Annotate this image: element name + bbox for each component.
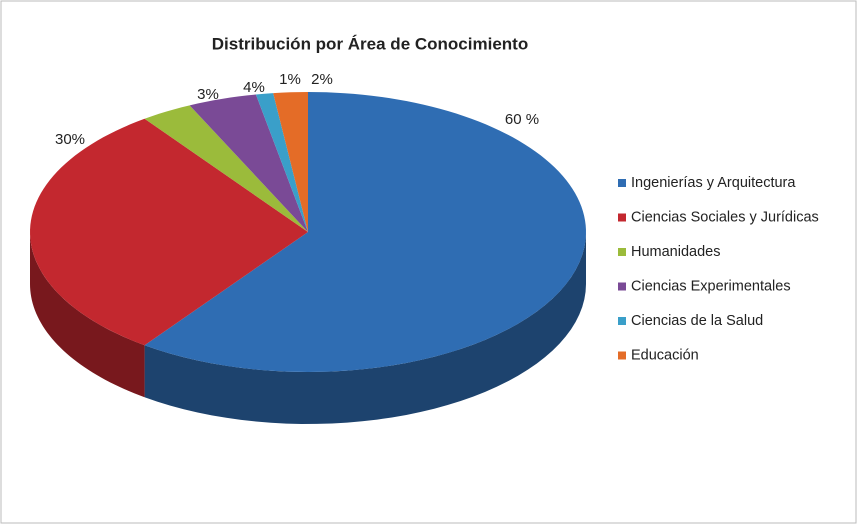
slice-top xyxy=(144,105,308,232)
legend-swatch xyxy=(618,213,626,222)
slice-top xyxy=(144,92,586,372)
slice xyxy=(273,92,308,232)
slice-top xyxy=(273,92,308,232)
legend-label: Educación xyxy=(631,347,699,363)
data-label: 2% xyxy=(311,71,333,88)
legend-label: Ciencias de la Salud xyxy=(631,313,763,329)
data-label: 4% xyxy=(243,79,265,96)
legend-label: Humanidades xyxy=(631,244,720,260)
legend-swatch xyxy=(618,248,626,256)
slice-side xyxy=(30,232,145,398)
legend-label: Ciencias Experimentales xyxy=(631,278,791,294)
legend-swatch xyxy=(618,317,626,325)
data-label: 1% xyxy=(279,71,301,88)
slice-top xyxy=(189,94,308,232)
chart-title: Distribución por Área de Conocimiento xyxy=(212,34,528,53)
slice xyxy=(255,93,308,232)
slice xyxy=(144,92,586,424)
data-label: 60 % xyxy=(505,111,539,128)
slice-top xyxy=(30,118,309,346)
slice-side xyxy=(144,232,586,424)
slice xyxy=(30,118,309,398)
slice xyxy=(144,105,308,232)
legend-swatch xyxy=(618,282,626,291)
legend-swatch xyxy=(618,351,626,360)
slice-top xyxy=(255,93,308,232)
data-label: 30% xyxy=(55,131,85,148)
legend-label: Ciencias Sociales y Jurídicas xyxy=(631,209,819,225)
slice xyxy=(189,94,308,232)
data-label: 3% xyxy=(197,86,219,103)
legend-swatch xyxy=(618,179,626,187)
legend-label: Ingenierías y Arquitectura xyxy=(631,175,796,191)
